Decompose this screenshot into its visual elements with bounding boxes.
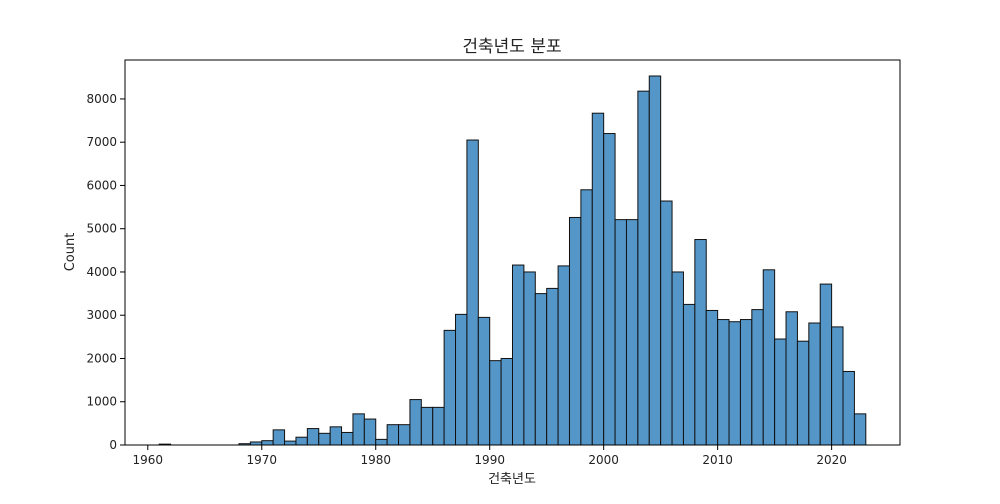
histogram-bar [386,424,400,446]
x-tick-label: 1960 [133,453,164,467]
histogram-bar [284,440,297,446]
x-tick-label: 2010 [702,453,733,467]
y-tick-label: 2000 [86,351,117,365]
plot-frame [124,59,901,446]
histogram-bar [318,432,331,446]
histogram-bar [261,440,274,446]
histogram-bar [842,370,855,446]
histogram-bar [648,75,662,446]
x-tick-label: 1970 [246,453,277,467]
histogram-bar [625,219,639,446]
x-tick-label: 1990 [474,453,505,467]
histogram-bar [432,406,445,446]
histogram-bar [774,338,787,446]
histogram-bar [785,311,798,446]
histogram-bar [477,316,491,446]
histogram-bar [295,436,308,446]
histogram-bar [637,90,650,446]
histogram-bar [306,428,320,446]
histogram-bar [455,313,468,446]
histogram-bar [694,239,707,446]
histogram-bar [831,326,844,446]
histogram-bar [272,429,286,446]
y-tick-label: 8000 [86,92,117,106]
histogram-bar [466,139,479,446]
histogram-bar [739,319,753,446]
histogram-bar [375,438,388,446]
histogram-bar [329,426,343,446]
y-axis-ticks: 0 1000 2000 3000 4000 5000 6000 7000 8000 [86,92,125,452]
y-tick-label: 3000 [86,308,117,322]
histogram-bar [808,322,821,446]
histogram-bar [614,219,627,446]
histogram-bar [671,271,684,446]
y-tick-label: 4000 [86,265,117,279]
histogram-bar [819,283,833,446]
histogram-bar [352,413,365,446]
histogram-bar [762,269,776,446]
histogram-bar [363,418,377,446]
histogram-bar [853,413,867,446]
histogram-bar [341,431,354,446]
histogram-bar [603,133,616,446]
y-axis-title: Count [63,233,78,272]
histogram-bar [728,321,741,446]
histogram-bar [705,309,719,446]
x-tick-label: 1980 [360,453,391,467]
histogram-bar [512,264,525,446]
histogram-bar [409,399,422,446]
histogram-bar [420,406,434,446]
histogram-bar [557,265,570,446]
histogram-bar [717,319,730,446]
histogram-bar [443,329,457,446]
x-axis-ticks: 1960 1970 1980 1990 2000 2010 2020 [133,445,847,467]
histogram-bar [591,112,605,446]
y-tick-label: 1000 [86,395,117,409]
histogram-bar [546,287,559,446]
y-tick-label: 5000 [86,222,117,236]
y-tick-label: 7000 [86,135,117,149]
histogram-bar [682,303,696,446]
y-tick-label: 0 [109,438,117,452]
x-tick-label: 2000 [588,453,619,467]
histogram-bar [523,271,536,446]
bars-layer [158,75,867,446]
histogram-bar [398,424,411,446]
x-tick-label: 2020 [816,453,847,467]
histogram-bar [568,216,582,446]
histogram-bar [751,309,764,446]
histogram-bar [489,360,502,446]
histogram-bar [500,357,513,446]
x-axis-title: 건축년도 [488,472,536,487]
y-tick-label: 6000 [86,178,117,192]
chart-title: 건축년도 분포 [462,37,561,57]
histogram-bar [534,293,548,446]
histogram-bar [580,189,593,446]
histogram-bar [796,340,810,446]
histogram-bar [660,200,673,446]
